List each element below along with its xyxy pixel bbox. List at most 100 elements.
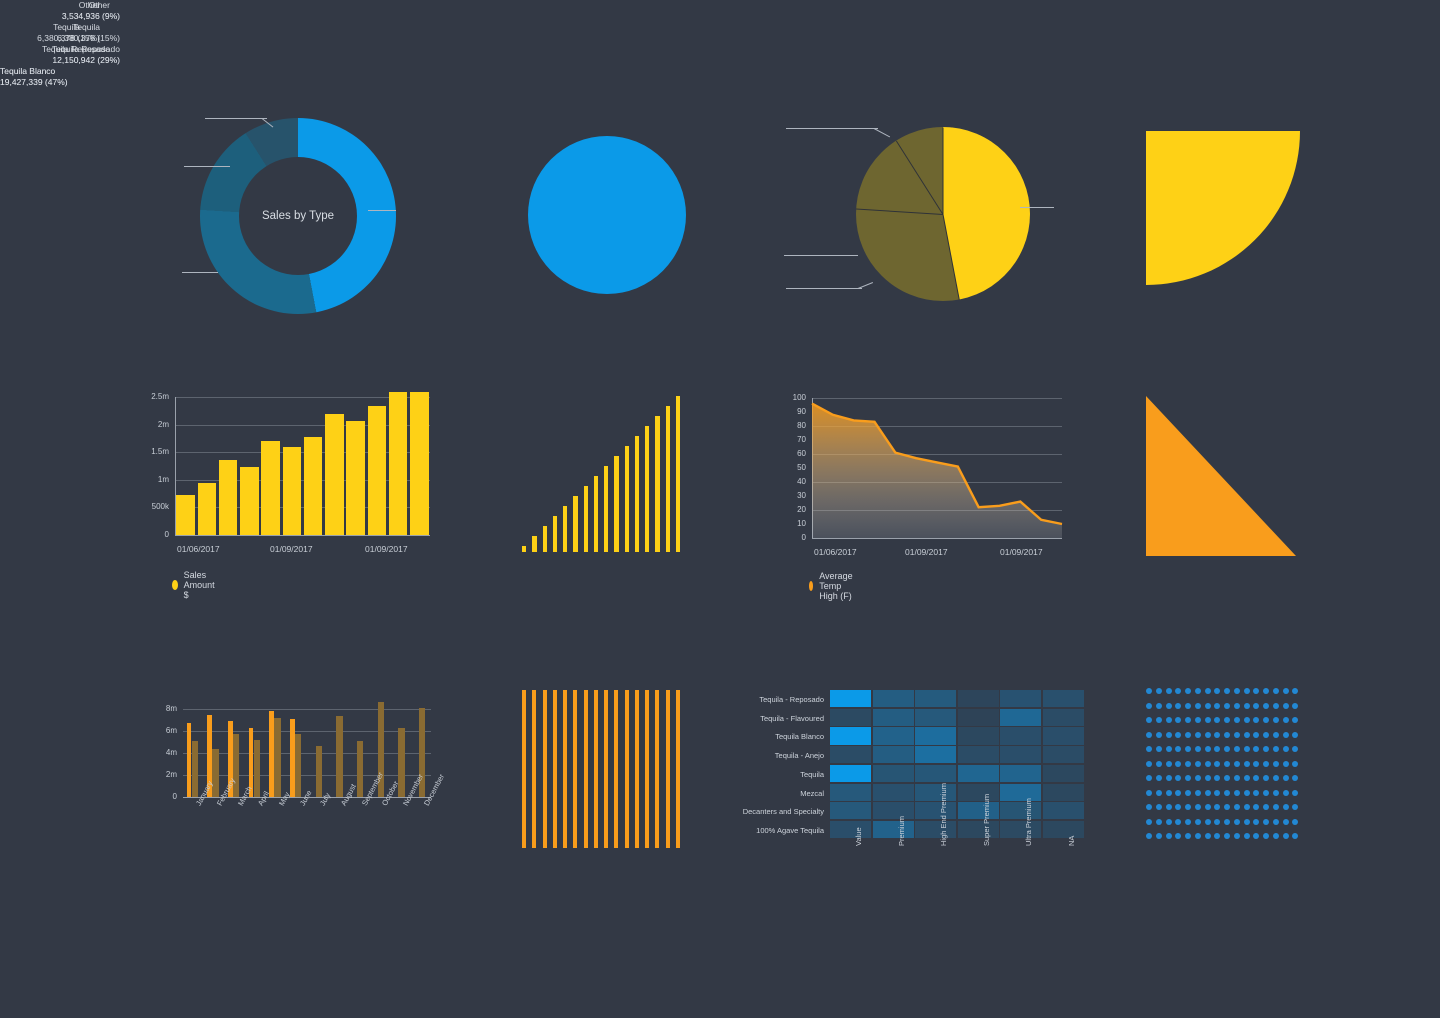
table-row[interactable] xyxy=(367,406,386,535)
heatmap-cell[interactable] xyxy=(1042,746,1084,764)
area-chart-legend[interactable]: Average Temp High (F) xyxy=(809,571,858,601)
grid-dot xyxy=(1272,804,1279,811)
heatmap-cell[interactable] xyxy=(1042,708,1084,726)
grid-dot xyxy=(1204,789,1211,796)
heatmap-cell[interactable] xyxy=(830,727,872,745)
table-row[interactable] xyxy=(357,741,364,797)
heatmap-cell[interactable] xyxy=(915,708,957,726)
pie-divider-2 xyxy=(942,214,960,301)
column-chart-gridline xyxy=(183,709,431,710)
heatmap-cell[interactable] xyxy=(1000,746,1042,764)
heatmap-cell[interactable] xyxy=(830,690,872,708)
heatmap-cell[interactable] xyxy=(872,820,914,839)
sales-by-type-donut[interactable]: Sales by Type xyxy=(200,118,396,314)
table-row[interactable] xyxy=(176,494,195,535)
heatmap-cell[interactable] xyxy=(915,746,957,764)
heatmap-cell[interactable] xyxy=(957,783,999,801)
sales-by-type-pie[interactable] xyxy=(856,127,1030,301)
heatmap-cell[interactable] xyxy=(915,727,957,745)
table-row[interactable] xyxy=(419,708,426,797)
table-row[interactable] xyxy=(233,733,240,797)
heatmap-cell[interactable] xyxy=(1042,727,1084,745)
table-row[interactable] xyxy=(295,733,302,797)
table-row[interactable] xyxy=(346,421,365,535)
heatmap-cell[interactable] xyxy=(1000,708,1042,726)
table-row[interactable] xyxy=(191,741,198,797)
heatmap-cell[interactable] xyxy=(872,764,914,783)
grid-dot xyxy=(1204,818,1211,825)
heatmap-cell[interactable] xyxy=(1000,727,1042,745)
area-chart-y-axis xyxy=(812,398,813,538)
heatmap-cell[interactable] xyxy=(830,820,872,839)
heatmap-cell[interactable] xyxy=(915,802,957,820)
heatmap-cell[interactable] xyxy=(1000,802,1042,820)
legend-label: Sales Amount $ xyxy=(183,570,215,600)
bar-chart-gridline xyxy=(175,452,430,454)
table-row[interactable] xyxy=(207,714,212,797)
heatmap-cell[interactable] xyxy=(830,746,872,764)
table-row[interactable] xyxy=(248,727,254,797)
table-row[interactable] xyxy=(377,702,384,797)
heatmap-cell[interactable] xyxy=(830,783,872,801)
table-row[interactable] xyxy=(325,413,344,535)
pie-label-other-line2: 3,534,936 (9%) xyxy=(61,11,120,21)
table-row[interactable] xyxy=(212,749,219,797)
heatmap-cell[interactable] xyxy=(1042,690,1084,708)
heatmap-cell[interactable] xyxy=(957,746,999,764)
area-chart-xtick: 01/09/2017 xyxy=(905,547,948,557)
table-row[interactable] xyxy=(336,715,343,797)
table-row[interactable] xyxy=(388,392,408,535)
table-row[interactable] xyxy=(186,722,192,797)
heatmap-cell[interactable] xyxy=(957,727,999,745)
heatmap-cell[interactable] xyxy=(915,820,957,839)
heatmap-cell[interactable] xyxy=(957,820,999,839)
heatmap-cell[interactable] xyxy=(1000,783,1042,801)
heatmap-cell[interactable] xyxy=(872,746,914,764)
heatmap-cell[interactable] xyxy=(915,690,957,708)
table-row[interactable] xyxy=(261,440,280,535)
heatmap-cell[interactable] xyxy=(1000,764,1042,783)
ramp-bar xyxy=(645,426,650,552)
heatmap-cell[interactable] xyxy=(1042,820,1084,839)
table-row[interactable] xyxy=(228,721,233,797)
heatmap-cell[interactable] xyxy=(830,802,872,820)
heatmap-cell[interactable] xyxy=(957,708,999,726)
heatmap-cell[interactable] xyxy=(915,783,957,801)
heatmap-cell[interactable] xyxy=(1000,820,1042,839)
heatmap-cell[interactable] xyxy=(1042,783,1084,801)
heatmap-cell[interactable] xyxy=(872,708,914,726)
table-row[interactable] xyxy=(398,728,405,797)
table-row[interactable] xyxy=(253,739,260,797)
pie-label-tequila-line2: 6,380,378 (15%) xyxy=(37,33,100,43)
grid-dot xyxy=(1272,775,1279,782)
heatmap-cell[interactable] xyxy=(872,783,914,801)
heatmap-cell[interactable] xyxy=(830,764,872,783)
heatmap-cell[interactable] xyxy=(957,690,999,708)
heatmap-cell[interactable] xyxy=(872,727,914,745)
table-row[interactable] xyxy=(290,718,295,797)
bar-chart-legend[interactable]: Sales Amount $ xyxy=(172,570,219,600)
heatmap-cell[interactable] xyxy=(957,802,999,820)
heatmap-cell[interactable] xyxy=(872,690,914,708)
table-row[interactable] xyxy=(303,437,323,535)
heatmap-cell[interactable] xyxy=(915,764,957,783)
heatmap-cell[interactable] xyxy=(1042,802,1084,820)
heatmap-cell[interactable] xyxy=(872,802,914,820)
table-row[interactable] xyxy=(274,717,281,797)
table-row[interactable] xyxy=(197,482,216,535)
table-row[interactable] xyxy=(282,446,301,535)
grid-dot xyxy=(1146,789,1152,796)
table-row[interactable] xyxy=(269,711,274,797)
table-row[interactable] xyxy=(218,460,238,535)
heatmap-cell[interactable] xyxy=(830,708,872,726)
grid-dot xyxy=(1175,818,1182,825)
grid-dot xyxy=(1224,702,1230,709)
table-row[interactable] xyxy=(240,467,259,535)
heatmap-cell[interactable] xyxy=(1042,764,1084,783)
table-row[interactable] xyxy=(410,392,429,535)
table-row[interactable] xyxy=(315,745,322,797)
grid-dot xyxy=(1185,702,1191,709)
heatmap-cell[interactable] xyxy=(957,764,999,783)
heatmap-cell[interactable] xyxy=(1000,690,1042,708)
grid-dot xyxy=(1194,804,1201,811)
